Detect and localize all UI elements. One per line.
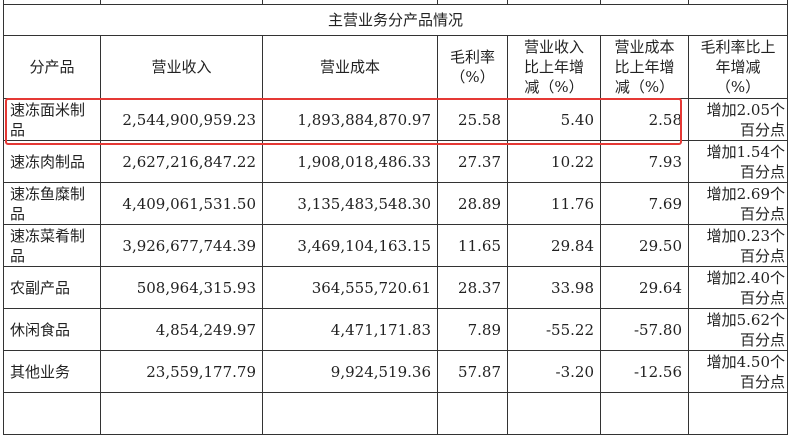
value-cell: 28.89 [437,182,508,225]
column-header: 分产品 [3,35,101,99]
value-cell: 3,135,483,548.30 [262,182,438,225]
value-cell: 3,469,104,163.15 [262,224,438,267]
value-cell: 29.50 [600,224,689,267]
value-cell: 5.40 [507,98,601,141]
value-cell: 增加0.23个百分点 [688,224,788,267]
product-name-cell: 速冻面米制品 [3,98,101,141]
value-cell: 364,555,720.61 [262,266,438,309]
value-cell: 4,854,249.97 [100,308,263,351]
empty-cell [262,392,438,435]
column-header: 营业成本 [262,35,438,99]
value-cell: 4,409,061,531.50 [100,182,263,225]
value-cell: 1,908,018,486.33 [262,140,438,183]
column-header: 毛利率比上年增减（%） [688,35,788,99]
table-row: 速冻菜肴制品 3,926,677,744.39 3,469,104,163.15 11… [3,224,788,267]
empty-cell [3,392,101,435]
value-cell: 7.69 [600,182,689,225]
column-header: 毛利率（%） [437,35,508,99]
product-name-cell: 其他业务 [3,350,101,393]
table-row: 农副产品 508,964,315.93 364,555,720.61 28.37 33.… [3,266,788,309]
value-cell: 11.65 [437,224,508,267]
value-cell: 9,924,519.36 [262,350,438,393]
value-cell: 10.22 [507,140,601,183]
value-cell: 23,559,177.79 [100,350,263,393]
value-cell: 1,893,884,870.97 [262,98,438,141]
product-name-cell: 速冻菜肴制品 [3,224,101,267]
table-row: 速冻面米制品 2,544,900,959.23 1,893,884,870.97 25… [3,98,788,141]
value-cell: -3.20 [507,350,601,393]
table-row: 速冻肉制品 2,627,216,847.22 1,908,018,486.33 27.… [3,140,788,183]
value-cell: 29.84 [507,224,601,267]
value-cell: 29.64 [600,266,689,309]
value-cell: -12.56 [600,350,689,393]
empty-cell [100,392,263,435]
column-header: 营业成本比上年增减（%） [600,35,689,99]
value-cell: 57.87 [437,350,508,393]
table-row: 其他业务 23,559,177.79 9,924,519.36 57.87 -3.20-… [3,350,788,393]
value-cell: 增加2.05个百分点 [688,98,788,141]
value-cell: -55.22 [507,308,601,351]
value-cell: 25.58 [437,98,508,141]
empty-cell [437,392,508,435]
value-cell: 增加2.40个百分点 [688,266,788,309]
value-cell: 28.37 [437,266,508,309]
value-cell: 2,544,900,959.23 [100,98,263,141]
table-row: 休闲食品 4,854,249.97 4,471,171.83 7.89 -55.22 -5… [3,308,788,351]
product-name-cell: 农副产品 [3,266,101,309]
value-cell: 33.98 [507,266,601,309]
value-cell: -57.80 [600,308,689,351]
table-title: 主营业务分产品情况 [3,4,788,36]
value-cell: 2.58 [600,98,689,141]
table-row: 速冻鱼糜制品 4,409,061,531.50 3,135,483,548.30 28… [3,182,788,225]
value-cell: 27.37 [437,140,508,183]
value-cell: 4,471,171.83 [262,308,438,351]
value-cell: 508,964,315.93 [100,266,263,309]
product-name-cell: 速冻鱼糜制品 [3,182,101,225]
column-header: 营业收入比上年增减（%） [507,35,601,99]
column-header: 营业收入 [100,35,263,99]
product-revenue-table: 主营业务分产品情况 分产品 营业收入 营业成本 毛利率（%） 营业收入比上年增减（%）营… [3,0,788,435]
product-name-cell: 速冻肉制品 [3,140,101,183]
value-cell: 增加1.54个百分点 [688,140,788,183]
value-cell: 2,627,216,847.22 [100,140,263,183]
value-cell: 3,926,677,744.39 [100,224,263,267]
value-cell: 增加2.69个百分点 [688,182,788,225]
value-cell: 11.76 [507,182,601,225]
empty-cell [507,392,601,435]
value-cell: 7.93 [600,140,689,183]
product-name-cell: 休闲食品 [3,308,101,351]
value-cell: 7.89 [437,308,508,351]
value-cell: 增加5.62个百分点 [688,308,788,351]
empty-cell [688,392,788,435]
empty-cell [600,392,689,435]
value-cell: 增加4.50个百分点 [688,350,788,393]
